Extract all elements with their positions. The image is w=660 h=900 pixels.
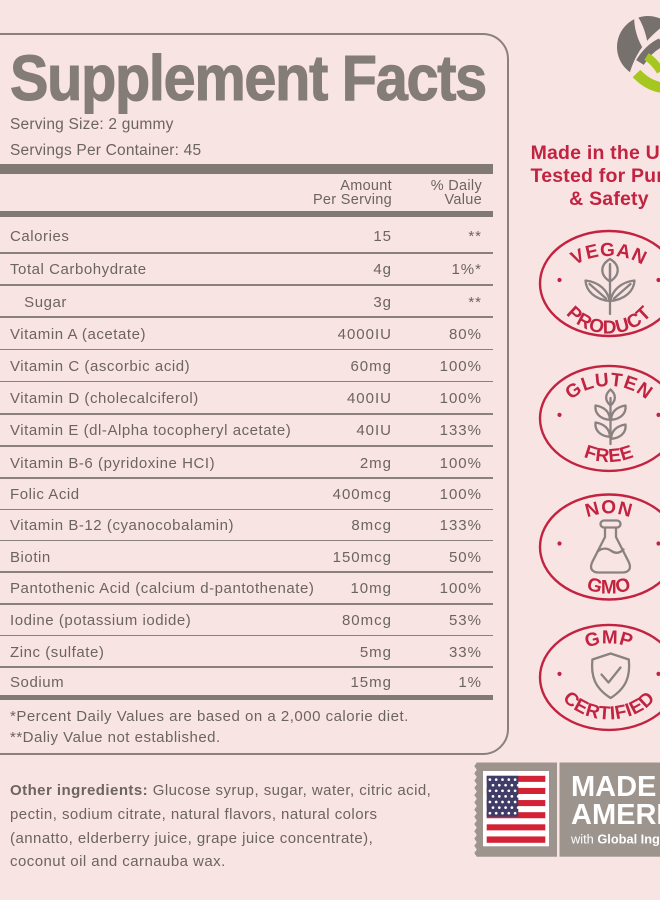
svg-text:with Global Ingredients: with Global Ingredients	[570, 832, 660, 847]
svg-text:GMP: GMP	[583, 627, 636, 652]
svg-text:MADE IN: MADE IN	[571, 771, 660, 803]
svg-text:NON: NON	[583, 498, 635, 523]
svg-text:CERTIFIED: CERTIFIED	[559, 688, 660, 725]
svg-text:GLUTEN: GLUTEN	[562, 370, 657, 404]
svg-text:GMO: GMO	[585, 574, 634, 598]
svg-text:FREE: FREE	[582, 442, 637, 468]
svg-text:AMERICA: AMERICA	[571, 799, 660, 831]
